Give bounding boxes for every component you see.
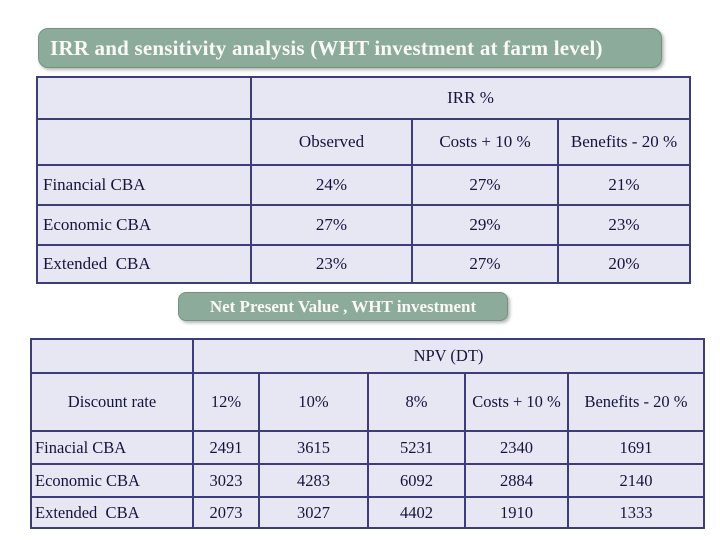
npv-merged-header: NPV (DT) [192,338,705,374]
data-cell: 4402 [367,496,466,529]
data-cell: 5231 [367,430,466,465]
data-cell: 3023 [192,463,260,498]
data-cell: 23% [556,204,692,246]
irr-merged-header-row: IRR % [36,76,692,120]
row-label: Financial CBA [36,164,252,206]
irr-header-empty-cell [36,118,252,166]
data-cell: 1333 [567,496,705,529]
irr-table: IRR % Observed Costs + 10 % Benefits - 2… [36,76,692,284]
data-cell: 4283 [258,463,369,498]
row-label: Economic CBA [36,204,252,246]
table-row: Extended CBA 23% 27% 20% [36,244,692,284]
irr-title-banner: IRR and sensitivity analysis (WHT invest… [38,28,662,68]
data-cell: 29% [411,204,559,246]
npv-header-costs: Costs + 10 % [464,372,569,432]
data-cell: 2340 [464,430,569,465]
data-cell: 21% [556,164,692,206]
irr-corner-cell [36,76,252,120]
irr-title-text: IRR and sensitivity analysis (WHT invest… [50,35,603,60]
data-cell: 1910 [464,496,569,529]
npv-merged-header-row: NPV (DT) [30,338,705,374]
data-cell: 3027 [258,496,369,529]
row-label: Economic CBA [30,463,194,498]
table-row: Financial CBA 24% 27% 21% [36,164,692,206]
npv-table: NPV (DT) Discount rate 12% 10% 8% Costs … [30,338,705,529]
data-cell: 20% [556,244,692,284]
data-cell: 23% [250,244,413,284]
data-cell: 6092 [367,463,466,498]
data-cell: 1691 [567,430,705,465]
npv-corner-cell [30,338,194,374]
npv-header-12: 12% [192,372,260,432]
data-cell: 2884 [464,463,569,498]
row-label: Extended CBA [36,244,252,284]
npv-title-banner: Net Present Value , WHT investment [178,292,508,321]
data-cell: 2140 [567,463,705,498]
data-cell: 2073 [192,496,260,529]
npv-header-discount-rate: Discount rate [30,372,194,432]
table-row: Economic CBA 3023 4283 6092 2884 2140 [30,463,705,498]
data-cell: 3615 [258,430,369,465]
irr-header-benefits: Benefits - 20 % [556,118,692,166]
irr-merged-header: IRR % [249,76,692,120]
data-cell: 27% [411,244,559,284]
row-label: Extended CBA [30,496,194,529]
npv-header-8: 8% [367,372,466,432]
row-label: Finacial CBA [30,430,194,465]
data-cell: 2491 [192,430,260,465]
table-row: Economic CBA 27% 29% 23% [36,204,692,246]
irr-header-observed: Observed [250,118,413,166]
npv-header-10: 10% [258,372,369,432]
npv-column-header-row: Discount rate 12% 10% 8% Costs + 10 % Be… [30,372,705,432]
npv-title-text: Net Present Value , WHT investment [209,296,477,316]
npv-header-benefits: Benefits - 20 % [567,372,705,432]
data-cell: 27% [411,164,559,206]
irr-column-header-row: Observed Costs + 10 % Benefits - 20 % [36,118,692,166]
data-cell: 24% [250,164,413,206]
table-row: Extended CBA 2073 3027 4402 1910 1333 [30,496,705,529]
data-cell: 27% [250,204,413,246]
irr-header-costs: Costs + 10 % [411,118,559,166]
table-row: Finacial CBA 2491 3615 5231 2340 1691 [30,430,705,465]
